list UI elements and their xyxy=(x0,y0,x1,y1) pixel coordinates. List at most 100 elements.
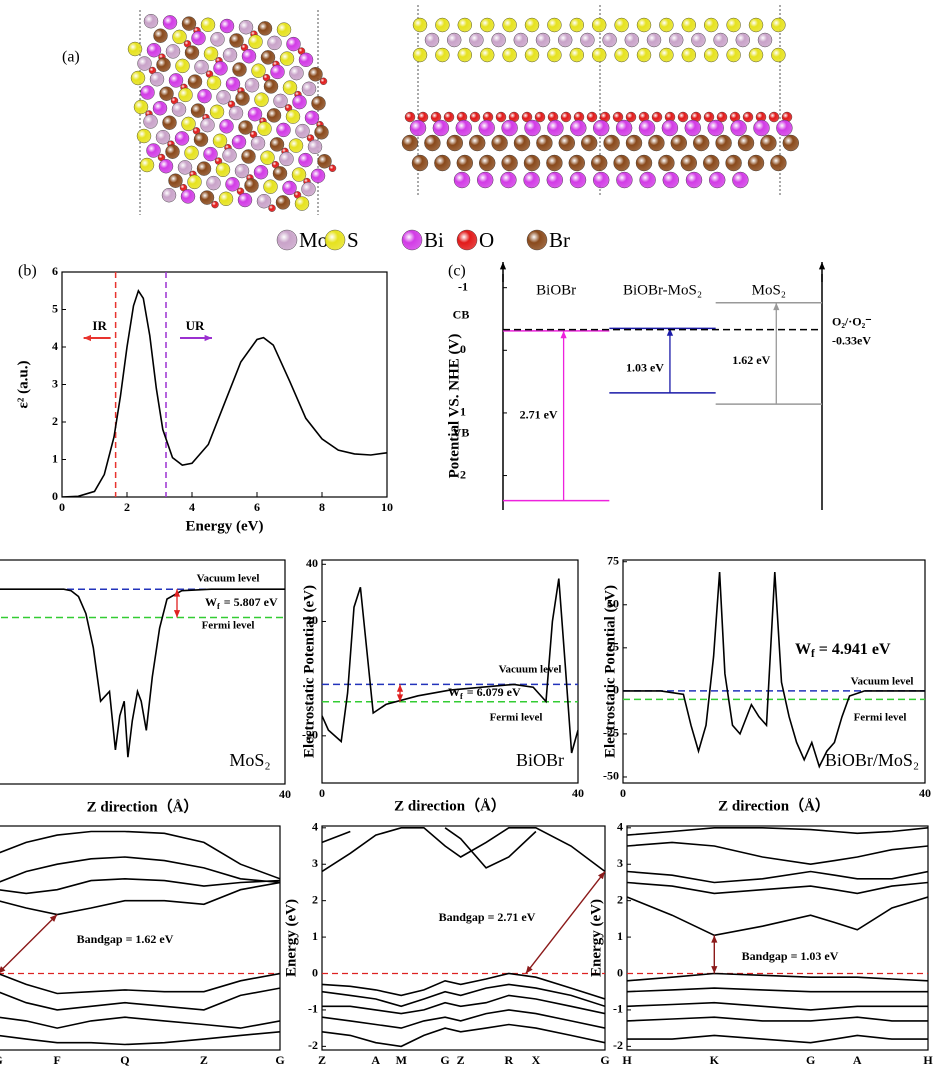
atom xyxy=(434,155,450,171)
atom xyxy=(185,46,199,60)
x-tick-label: K xyxy=(710,1053,720,1067)
y-tick-label: 1 xyxy=(312,929,318,943)
atom xyxy=(296,124,310,138)
y-tick-label: -1 xyxy=(613,1002,623,1016)
atom xyxy=(658,155,674,171)
y-tick-label: -2 xyxy=(613,1038,623,1052)
atom xyxy=(229,106,243,120)
atom xyxy=(232,135,246,149)
atom xyxy=(769,112,779,122)
atom xyxy=(178,160,192,174)
gap-label: 2.71 eV xyxy=(520,407,558,421)
x-axis-title: Z direction（Å） xyxy=(718,796,830,814)
figure: (a)MoSBiOBr(b)02468100123456Energy (eV)ε… xyxy=(0,0,933,1072)
atom xyxy=(469,135,485,151)
y-tick-label: 3 xyxy=(312,856,318,870)
atom xyxy=(402,135,418,151)
material-heading: BiOBr-MoS₂ xyxy=(623,282,702,298)
atom xyxy=(514,33,528,47)
oxygen xyxy=(212,201,219,208)
atom xyxy=(480,48,494,62)
atom xyxy=(245,78,259,92)
x-tick-label: 6 xyxy=(254,500,260,514)
atom xyxy=(743,112,753,122)
atom xyxy=(525,18,539,32)
atom xyxy=(200,191,214,205)
atom xyxy=(457,155,473,171)
atom xyxy=(140,158,154,172)
atom xyxy=(292,168,306,182)
panel-label: (b) xyxy=(18,263,37,280)
atom xyxy=(604,135,620,151)
atom xyxy=(580,33,594,47)
x-tick-label: 40 xyxy=(572,786,584,800)
atom xyxy=(255,93,269,107)
atom xyxy=(154,29,168,43)
atom xyxy=(308,140,322,154)
atom xyxy=(709,172,725,188)
atom xyxy=(636,155,652,171)
y-axis-title: Energy (eV) xyxy=(588,899,604,977)
atom xyxy=(405,112,415,122)
y-tick-label: -2 xyxy=(308,1038,318,1052)
atom xyxy=(207,76,221,90)
bandgap-label: Bandgap = 1.03 eV xyxy=(742,949,839,963)
atom xyxy=(194,133,208,147)
bandgap-label: Bandgap = 1.62 eV xyxy=(77,932,174,946)
atom xyxy=(254,165,268,179)
atom xyxy=(626,112,636,122)
atom xyxy=(693,135,709,151)
atom xyxy=(172,102,186,116)
atom xyxy=(603,33,617,47)
atom xyxy=(204,47,218,61)
atom xyxy=(469,33,483,47)
atom xyxy=(219,192,233,206)
legend-label: Bi xyxy=(424,228,444,252)
atom xyxy=(704,18,718,32)
x-tick-label: G xyxy=(440,1053,449,1067)
atom xyxy=(640,172,656,188)
atom xyxy=(211,32,225,46)
atom xyxy=(708,120,724,136)
atom xyxy=(295,197,309,211)
atom xyxy=(663,172,679,188)
work-function-label: Wf= 5.807 eV xyxy=(205,595,278,611)
y-tick-label: 75 xyxy=(607,553,619,567)
atom xyxy=(204,147,218,161)
atom xyxy=(287,37,301,51)
atom xyxy=(245,179,259,193)
atom xyxy=(593,120,609,136)
work-function-symbol: W xyxy=(448,685,460,699)
atom xyxy=(570,18,584,32)
atom xyxy=(197,162,211,176)
atom xyxy=(242,49,256,63)
atom xyxy=(249,35,263,49)
work-function-label: Wf= 6.079 eV xyxy=(448,685,521,701)
atom xyxy=(749,48,763,62)
x-tick-label: 2 xyxy=(124,500,130,514)
y-tick-label: -1 xyxy=(308,1002,318,1016)
atom xyxy=(248,107,262,121)
y-tick-label: 3 xyxy=(617,856,623,870)
material-label: MoS₂ xyxy=(229,750,270,770)
legend-swatch xyxy=(457,230,477,250)
atom xyxy=(293,95,307,109)
x-axis-title: Z direction（Å） xyxy=(394,796,506,814)
atom xyxy=(230,34,244,48)
x-tick-label: G xyxy=(0,1053,3,1067)
material-label: BiOBr xyxy=(516,750,564,770)
atom xyxy=(503,18,517,32)
atom xyxy=(290,66,304,80)
atom xyxy=(192,31,206,45)
atom xyxy=(570,120,586,136)
atom xyxy=(659,18,673,32)
atom xyxy=(160,87,174,101)
atom xyxy=(776,120,792,136)
y-axis-title: Potential VS. NHE (V) xyxy=(446,334,462,479)
atom xyxy=(157,58,171,72)
atom xyxy=(547,172,563,188)
work-function-symbol: W xyxy=(795,641,811,658)
atom xyxy=(166,44,180,58)
atom xyxy=(413,48,427,62)
legend-label: Mo xyxy=(299,228,328,252)
